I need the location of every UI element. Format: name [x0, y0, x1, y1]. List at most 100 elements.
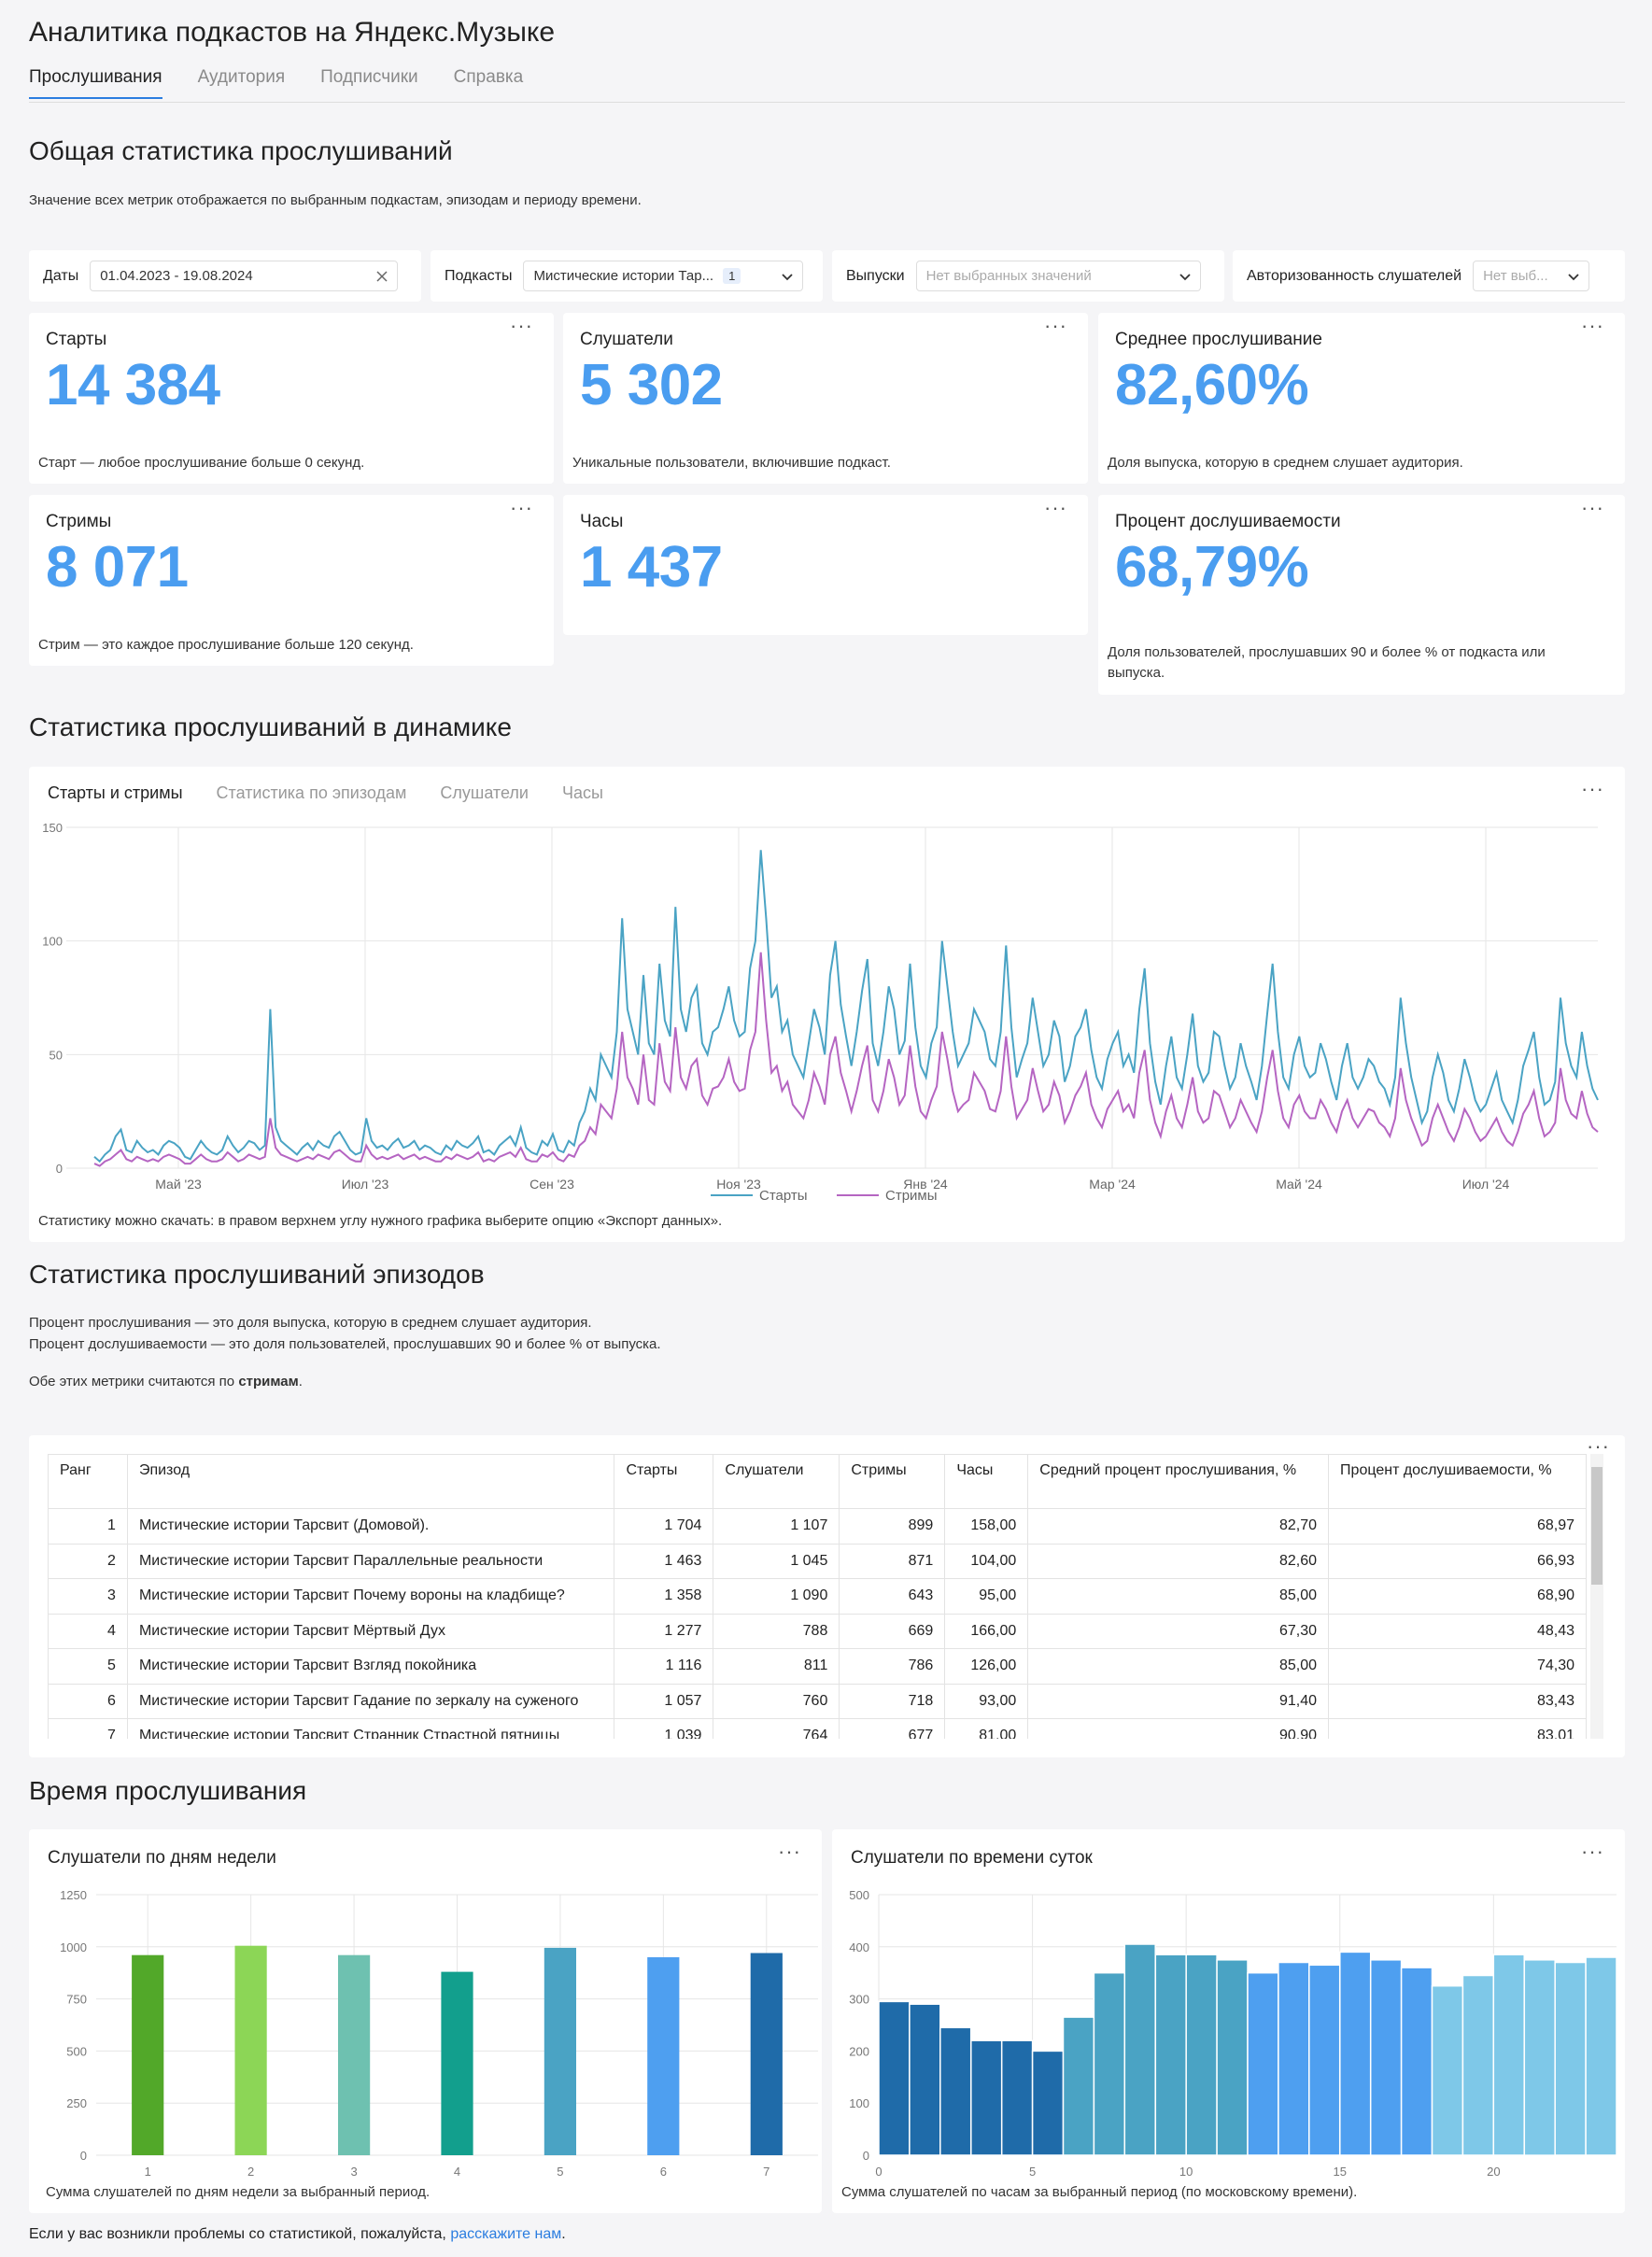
podcasts-label: Подкасты: [445, 267, 513, 284]
y-tick-label: 250: [66, 2096, 87, 2110]
col-episode[interactable]: Эпизод: [126, 1454, 615, 1509]
episodes-placeholder: Нет выбранных значений: [925, 268, 1092, 284]
tab-audience[interactable]: Аудитория: [197, 67, 286, 87]
more-icon[interactable]: ···: [1587, 1435, 1610, 1458]
filter-auth: Авторизованность слушателей Нет выб...: [1233, 250, 1625, 302]
table-cell: 85,00: [1027, 1578, 1330, 1615]
more-icon[interactable]: ···: [778, 1840, 801, 1863]
table-cell: 158,00: [944, 1508, 1029, 1545]
auth-placeholder: Нет выб...: [1483, 268, 1548, 284]
more-icon[interactable]: ···: [1044, 496, 1067, 519]
bar: [1062, 2016, 1095, 2156]
table-cell: 1 116: [614, 1648, 714, 1685]
y-tick-label: 100: [42, 935, 63, 949]
dates-label: Даты: [43, 267, 79, 284]
dates-input[interactable]: 01.04.2023 - 19.08.2024: [90, 261, 399, 291]
y-tick-label: 750: [66, 1993, 87, 2007]
x-tick-label: 20: [1487, 2165, 1500, 2179]
table-row[interactable]: 4 Мистические истории Тарсвит Мёртвый Дух…: [48, 1613, 1587, 1649]
table-cell: 669: [839, 1613, 946, 1649]
x-tick-label: 3: [350, 2165, 357, 2179]
x-tick-label: Ноя '23: [716, 1177, 761, 1192]
metric-title: Часы: [580, 512, 624, 531]
chart-tab-hours[interactable]: Часы: [561, 783, 603, 802]
y-tick-label: 100: [849, 2096, 869, 2110]
chart-tab-starts-streams[interactable]: Старты и стримы: [48, 783, 183, 802]
metric-title: Слушатели: [580, 330, 673, 349]
col-rank[interactable]: Ранг: [48, 1454, 128, 1509]
tab-listens[interactable]: Прослушивания: [29, 67, 162, 99]
more-icon[interactable]: ···: [510, 314, 533, 337]
episodes-table: Ранг Эпизод Старты Слушатели Стримы Часы…: [48, 1454, 1587, 1739]
table-row[interactable]: 6 Мистические истории Тарсвит Гадание по …: [48, 1683, 1587, 1719]
metric-desc: Уникальные пользователи, включившие подк…: [572, 455, 891, 471]
episodes-desc-3-prefix: Обе этих метрики считаются по: [29, 1374, 239, 1389]
col-streams[interactable]: Стримы: [839, 1454, 946, 1509]
x-tick-label: 2: [247, 2165, 254, 2179]
bar: [1431, 1984, 1464, 2156]
col-starts[interactable]: Старты: [614, 1454, 714, 1509]
col-completion[interactable]: Процент дослушиваемости, %: [1328, 1454, 1587, 1509]
y-tick-label: 1250: [60, 1888, 87, 1902]
export-note: Статистику можно скачать: в правом верхн…: [38, 1213, 723, 1229]
table-scrollbar-thumb[interactable]: [1591, 1467, 1603, 1585]
chart-tab-episodes[interactable]: Статистика по эпизодам: [216, 783, 407, 802]
table-cell: 1 057: [614, 1683, 714, 1719]
bar: [647, 1957, 680, 2155]
series-line-starts: [93, 850, 1599, 1164]
table-cell: 82,60: [1027, 1543, 1330, 1579]
y-tick-label: 0: [80, 2149, 87, 2163]
auth-select[interactable]: Нет выб...: [1473, 261, 1590, 291]
table-scrollbar[interactable]: [1590, 1454, 1603, 1739]
clear-icon[interactable]: [376, 271, 388, 282]
tab-subscribers[interactable]: Подписчики: [320, 67, 418, 87]
x-tick-label: 1: [145, 2165, 151, 2179]
filter-podcasts: Подкасты Мистические истории Тар... 1: [431, 250, 823, 302]
bar: [1123, 1943, 1156, 2156]
tab-help[interactable]: Справка: [453, 67, 524, 87]
col-listeners[interactable]: Слушатели: [713, 1454, 840, 1509]
table-cell: 677: [839, 1718, 946, 1739]
tabs-divider: [29, 102, 1625, 103]
metric-value: 82,60%: [1115, 353, 1309, 417]
more-icon[interactable]: ···: [1581, 777, 1604, 800]
bar: [441, 1971, 473, 2155]
table-cell: 68,97: [1328, 1508, 1587, 1545]
more-icon[interactable]: ···: [1581, 314, 1604, 337]
podcasts-select[interactable]: Мистические истории Тар... 1: [523, 261, 804, 291]
table-cell: 91,40: [1027, 1683, 1330, 1719]
more-icon[interactable]: ···: [510, 496, 533, 519]
table-row[interactable]: 3 Мистические истории Тарсвит Почему воро…: [48, 1578, 1587, 1615]
episodes-card: ··· Ранг Эпизод Старты Слушатели Стримы …: [29, 1435, 1625, 1757]
table-cell: 93,00: [944, 1683, 1029, 1719]
more-icon[interactable]: ···: [1581, 1840, 1604, 1863]
col-hours[interactable]: Часы: [944, 1454, 1029, 1509]
table-cell: 786: [839, 1648, 946, 1685]
chevron-down-icon: [1568, 274, 1579, 281]
dates-value: 01.04.2023 - 19.08.2024: [100, 268, 253, 284]
table-cell: 48,43: [1328, 1613, 1587, 1649]
table-cell: Мистические истории Тарсвит Взгляд покой…: [126, 1648, 615, 1685]
table-cell: 760: [713, 1683, 840, 1719]
table-row[interactable]: 1 Мистические истории Тарсвит (Домовой). 1…: [48, 1508, 1587, 1545]
table-row[interactable]: 2 Мистические истории Тарсвит Параллельны…: [48, 1543, 1587, 1579]
feedback-link[interactable]: расскажите нам: [450, 2226, 562, 2242]
table-cell: 811: [713, 1648, 840, 1685]
bar: [1339, 1951, 1372, 2156]
table-cell: 1 045: [713, 1543, 840, 1579]
chart-tab-listeners[interactable]: Слушатели: [440, 783, 529, 802]
y-tick-label: 400: [849, 1940, 869, 1954]
more-icon[interactable]: ···: [1581, 496, 1604, 519]
table-cell: 67,30: [1027, 1613, 1330, 1649]
chevron-down-icon: [1179, 274, 1191, 281]
col-avg-percent[interactable]: Средний процент прослушивания, %: [1027, 1454, 1330, 1509]
table-row[interactable]: 5 Мистические истории Тарсвит Взгляд поко…: [48, 1648, 1587, 1685]
x-tick-label: 6: [660, 2165, 667, 2179]
table-cell: 5: [48, 1648, 128, 1685]
more-icon[interactable]: ···: [1044, 314, 1067, 337]
table-cell: 643: [839, 1578, 946, 1615]
table-row[interactable]: 7 Мистические истории Тарсвит Странник Ст…: [48, 1718, 1587, 1739]
episodes-table-wrap[interactable]: Ранг Эпизод Старты Слушатели Стримы Часы…: [48, 1454, 1587, 1739]
episodes-select[interactable]: Нет выбранных значений: [915, 261, 1201, 291]
bar: [1585, 1956, 1617, 2156]
